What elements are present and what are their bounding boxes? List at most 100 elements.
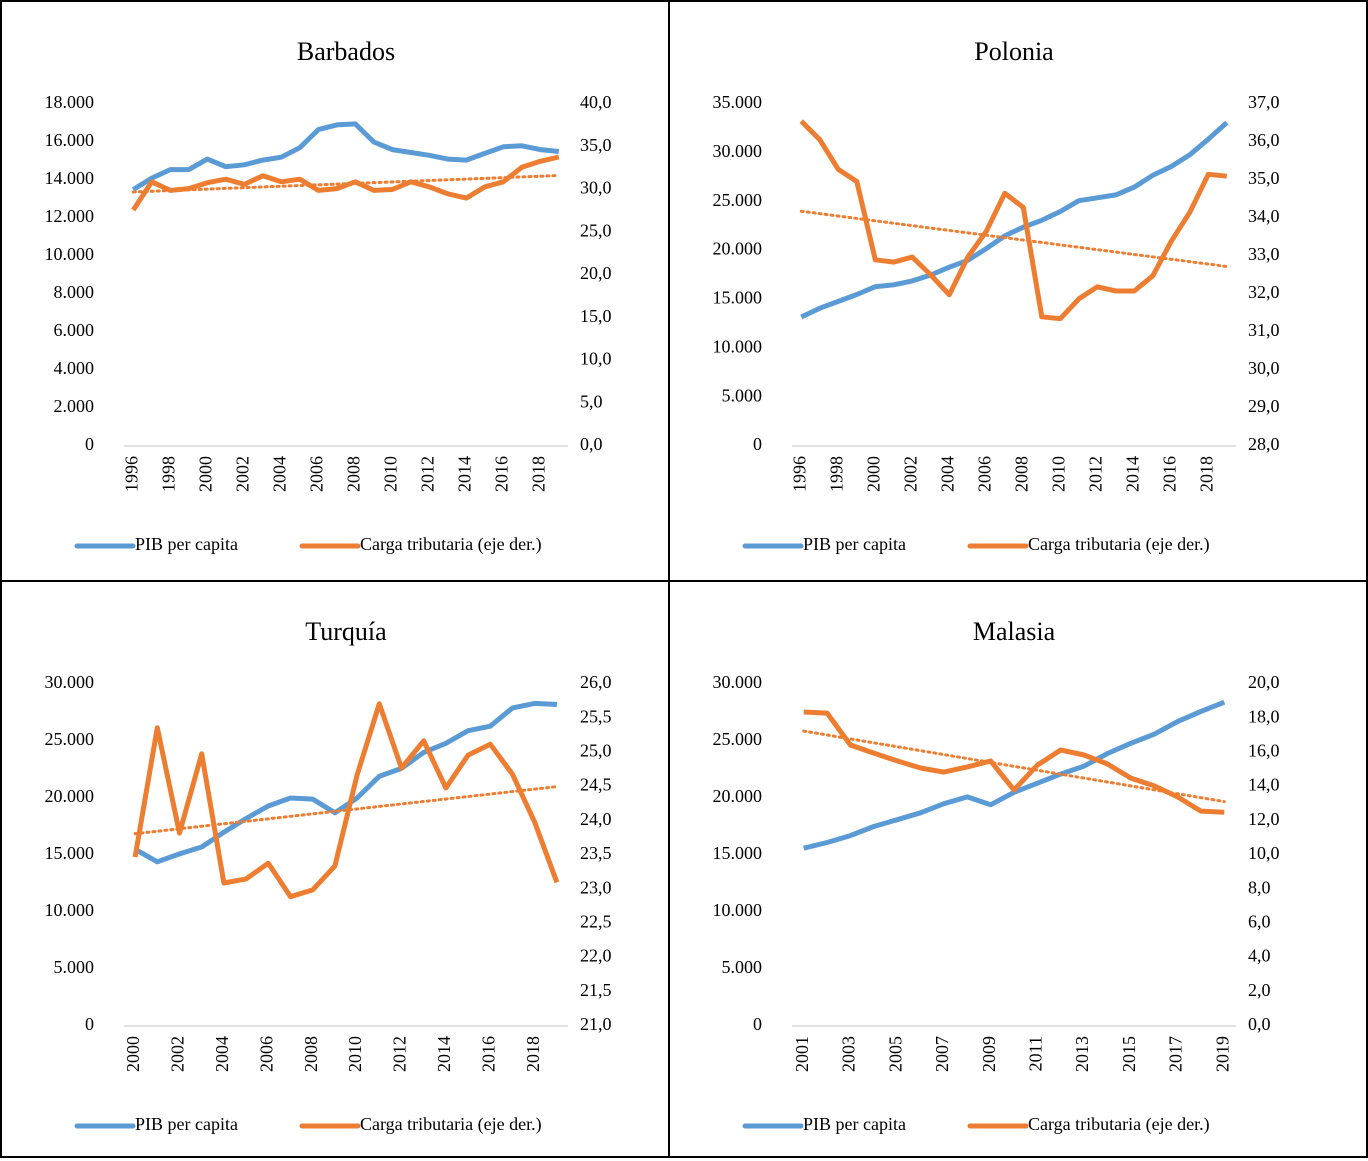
y-tick-label: 15.000: [713, 288, 763, 308]
legend-label: PIB per capita: [803, 1114, 906, 1134]
y2-tick-label: 22,0: [580, 946, 612, 966]
x-tick-label: 2016: [1159, 456, 1179, 492]
chart-title: Malasia: [973, 617, 1056, 646]
y-tick-label: 16.000: [45, 130, 95, 150]
x-tick-label: 2012: [417, 456, 437, 492]
x-tick-label: 2006: [974, 456, 994, 492]
y2-tick-label: 0,0: [580, 434, 603, 454]
x-tick-label: 2013: [1072, 1036, 1092, 1072]
legend-label: PIB per capita: [135, 1114, 238, 1134]
y2-tick-label: 29,0: [1248, 396, 1280, 416]
y2-tick-label: 20,0: [1248, 672, 1280, 692]
x-tick-label: 2010: [345, 1036, 365, 1072]
x-tick-label: 2017: [1166, 1036, 1186, 1072]
chart-title: Barbados: [297, 37, 395, 66]
y2-tick-label: 20,0: [580, 263, 612, 283]
y-tick-label: 4.000: [54, 358, 95, 378]
y2-tick-label: 25,0: [580, 741, 612, 761]
x-tick-label: 1996: [789, 456, 809, 492]
y2-tick-label: 2,0: [1248, 980, 1271, 1000]
y-tick-label: 35.000: [713, 92, 763, 112]
y2-tick-label: 35,0: [580, 135, 612, 155]
legend-label: Carga tributaria (eje der.): [1028, 534, 1210, 555]
y-tick-label: 20.000: [713, 239, 763, 259]
y2-tick-label: 33,0: [1248, 244, 1280, 264]
series-line: [799, 119, 1228, 322]
y-tick-label: 10.000: [45, 244, 95, 264]
y2-tick-label: 37,0: [1248, 92, 1280, 112]
y2-tick-label: 24,5: [580, 775, 612, 795]
chart-panel: Barbados 0 2.000 4.000 6.000 8.000 10.000 12.00…: [0, 0, 670, 582]
x-tick-label: 2004: [269, 456, 289, 492]
x-tick-label: 2002: [168, 1036, 188, 1072]
x-tick-label: 2004: [937, 456, 957, 492]
y2-tick-label: 16,0: [1248, 741, 1280, 761]
x-tick-label: 2018: [1196, 456, 1216, 492]
y-tick-label: 5.000: [54, 957, 95, 977]
y-tick-label: 20.000: [45, 786, 95, 806]
x-tick-label: 2015: [1119, 1036, 1139, 1072]
y-tick-label: 15.000: [45, 843, 95, 863]
x-tick-label: 2002: [232, 456, 252, 492]
x-tick-label: 2014: [454, 456, 474, 492]
y2-tick-label: 25,5: [580, 706, 612, 726]
series-line: [132, 701, 560, 900]
x-tick-label: 2006: [256, 1036, 276, 1072]
y-tick-label: 8.000: [54, 282, 95, 302]
x-tick-label: 1998: [158, 456, 178, 492]
x-tick-label: 2002: [900, 456, 920, 492]
y2-tick-label: 25,0: [580, 220, 612, 240]
y-tick-label: 12.000: [45, 206, 95, 226]
legend-label: Carga tributaria (eje der.): [360, 1114, 542, 1135]
y2-tick-label: 36,0: [1248, 130, 1280, 150]
y-tick-label: 15.000: [713, 843, 763, 863]
x-tick-label: 2004: [212, 1036, 232, 1072]
chart-panel: Polonia 0 5.000 10.000 15.000 20.000 25.000 30.…: [668, 0, 1368, 582]
y2-tick-label: 5,0: [580, 391, 603, 411]
y-tick-label: 5.000: [722, 957, 763, 977]
x-tick-label: 2011: [1025, 1036, 1045, 1071]
chart: Polonia 0 5.000 10.000 15.000 20.000 25.000 30.…: [713, 37, 1280, 555]
y-tick-label: 10.000: [713, 900, 763, 920]
y2-tick-label: 40,0: [580, 92, 612, 112]
y2-tick-label: 35,0: [1248, 168, 1280, 188]
x-tick-label: 2005: [885, 1036, 905, 1072]
chart-title: Polonia: [974, 37, 1054, 66]
y2-tick-label: 30,0: [1248, 358, 1280, 378]
x-tick-label: 2000: [195, 456, 215, 492]
x-tick-label: 2018: [523, 1036, 543, 1072]
chart: Barbados 0 2.000 4.000 6.000 8.000 10.000 12.00…: [45, 37, 612, 555]
y-tick-label: 20.000: [713, 786, 763, 806]
y-tick-label: 25.000: [713, 190, 763, 210]
y2-tick-label: 22,5: [580, 912, 612, 932]
y2-tick-label: 34,0: [1248, 206, 1280, 226]
y-tick-label: 10.000: [45, 900, 95, 920]
chart-panel: Malasia 0 5.000 10.000 15.000 20.000 25.000 30.…: [668, 580, 1368, 1158]
trendline: [802, 729, 1226, 804]
x-tick-label: 2012: [1085, 456, 1105, 492]
x-tick-label: 2014: [434, 1036, 454, 1072]
x-tick-label: 2003: [839, 1036, 859, 1072]
x-tick-label: 2008: [301, 1036, 321, 1072]
y-tick-label: 0: [753, 434, 762, 454]
y2-tick-label: 0,0: [1248, 1014, 1271, 1034]
x-tick-label: 2001: [792, 1036, 812, 1072]
y2-tick-label: 21,0: [580, 1014, 612, 1034]
x-tick-label: 2012: [390, 1036, 410, 1072]
x-tick-label: 2019: [1212, 1036, 1232, 1072]
y2-tick-label: 15,0: [580, 306, 612, 326]
y-tick-label: 25.000: [45, 729, 95, 749]
series-line: [800, 120, 1229, 320]
y-tick-label: 30.000: [713, 141, 763, 161]
legend-label: PIB per capita: [135, 534, 238, 554]
y-tick-label: 0: [753, 1014, 762, 1034]
y2-tick-label: 23,0: [580, 877, 612, 897]
chart-title: Turquía: [305, 617, 387, 646]
trendline: [799, 209, 1229, 268]
x-tick-label: 2009: [979, 1036, 999, 1072]
x-tick-label: 1998: [826, 456, 846, 492]
y-tick-label: 25.000: [713, 729, 763, 749]
y-tick-label: 6.000: [54, 320, 95, 340]
legend-label: PIB per capita: [803, 534, 906, 554]
